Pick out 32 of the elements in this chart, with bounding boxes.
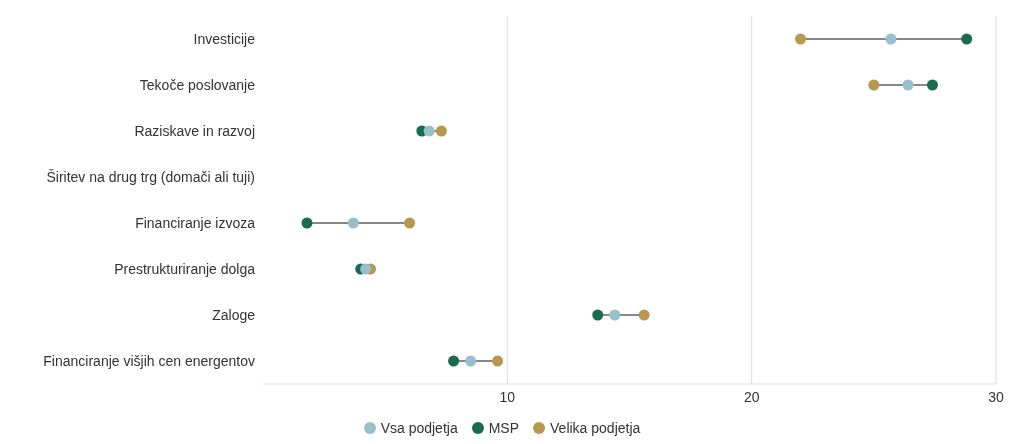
point [347, 217, 359, 229]
point [423, 125, 435, 137]
point [435, 125, 447, 137]
point [301, 217, 313, 229]
y-tick-label: Financiranje izvoza [135, 214, 256, 231]
point [638, 309, 650, 321]
point [795, 33, 807, 45]
x-tick-label: 20 [743, 388, 760, 405]
point [885, 33, 897, 45]
y-tick-label: Investicije [193, 30, 256, 47]
y-tick-label: Širitev na drug trg (domači ali tuji) [46, 168, 255, 185]
point [448, 355, 460, 367]
point [902, 79, 914, 91]
y-tick-label: Financiranje višjih cen energentov [43, 352, 255, 369]
x-tick-label: 10 [499, 388, 516, 405]
point [868, 79, 880, 91]
point [609, 309, 621, 321]
point [961, 33, 973, 45]
point [404, 217, 416, 229]
y-tick-label: Raziskave in razvoj [134, 122, 255, 139]
point [360, 263, 372, 275]
point [465, 355, 477, 367]
point [926, 79, 938, 91]
y-tick-label: Zaloge [212, 306, 256, 323]
legend-label: MSP [488, 420, 520, 436]
point [492, 355, 504, 367]
y-tick-label: Prestrukturiranje dolga [114, 260, 256, 277]
y-tick-label: Tekoče poslovanje [139, 76, 256, 93]
legend-label: Vsa podjetja [380, 420, 458, 436]
point [592, 309, 604, 321]
legend-label: Velika podjetja [550, 420, 641, 436]
x-tick-label: 30 [988, 388, 1004, 405]
